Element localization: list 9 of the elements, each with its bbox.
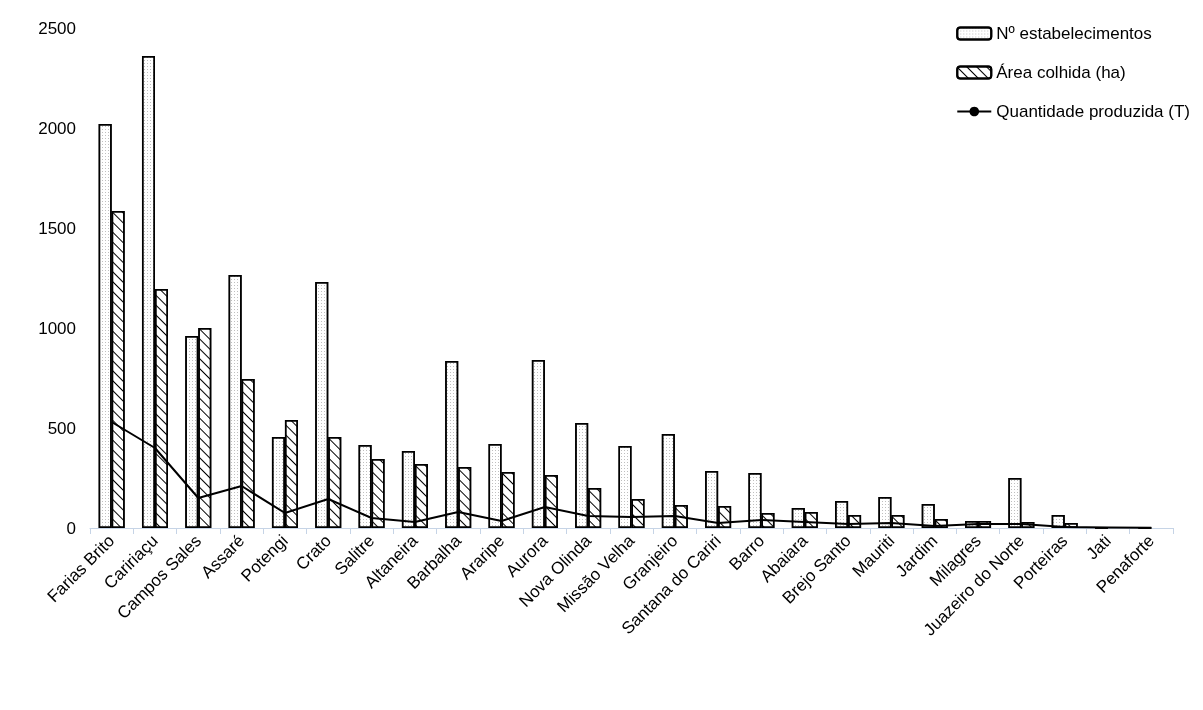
y-tick-label: 1000 [38, 318, 76, 338]
y-tick-label: 500 [47, 418, 76, 438]
y-tick-label: 2500 [38, 18, 76, 38]
y-tick-label: 1500 [38, 218, 76, 238]
legend-label: Área colhida (ha) [996, 63, 1126, 82]
y-tick-label: 2000 [38, 118, 76, 138]
legend-label: Quantidade produzida (T) [996, 102, 1191, 121]
y-tick-label: 0 [66, 518, 76, 538]
legend-label: Nº estabelecimentos [996, 24, 1152, 43]
